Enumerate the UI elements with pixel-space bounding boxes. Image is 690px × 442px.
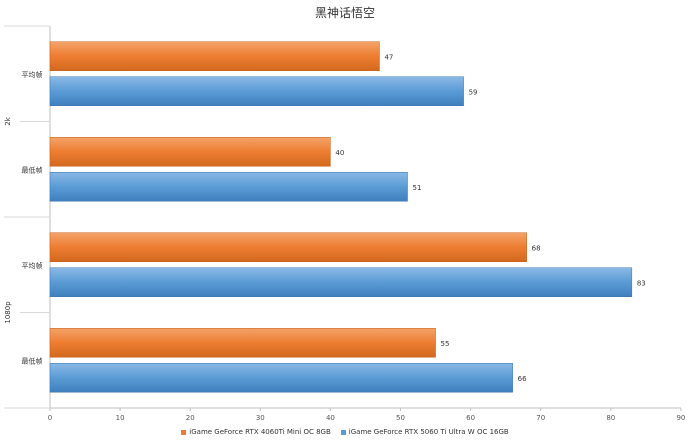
x-tick-label: 50: [396, 414, 405, 422]
x-tick-label: 70: [536, 414, 545, 422]
group-label: 2k: [4, 116, 12, 125]
chart-legend: iGame GeForce RTX 4060Ti Mini OC 8GB iGa…: [0, 426, 690, 438]
legend-label-series-2: iGame GeForce RTX 5060 Ti Ultra W OC 16G…: [348, 428, 509, 436]
x-tick-label: 20: [186, 414, 195, 422]
chart-title: 黑神话悟空: [315, 5, 375, 20]
category-label: 最低帧: [22, 356, 43, 365]
bar-series-2: [49, 76, 464, 106]
bar-series-2: [49, 267, 633, 297]
category-label: 平均帧: [22, 261, 43, 270]
legend-swatch-series-1: [181, 429, 187, 435]
x-tick-label: 0: [48, 414, 52, 422]
bar-series-1: [49, 137, 331, 167]
bar-series-1: [49, 328, 436, 358]
legend-item-series-2: iGame GeForce RTX 5060 Ti Ultra W OC 16G…: [340, 426, 509, 438]
legend-item-series-1: iGame GeForce RTX 4060Ti Mini OC 8GB: [181, 426, 331, 438]
x-tick-label: 80: [606, 414, 615, 422]
data-label: 51: [413, 184, 422, 192]
x-tick-label: 30: [256, 414, 265, 422]
bar-series-1: [49, 41, 380, 71]
legend-label-series-1: iGame GeForce RTX 4060Ti Mini OC 8GB: [189, 428, 331, 436]
data-label: 55: [441, 340, 450, 348]
data-label: 47: [384, 53, 393, 61]
legend-swatch-series-2: [340, 429, 346, 435]
x-tick-label: 40: [326, 414, 335, 422]
x-tick-label: 10: [116, 414, 125, 422]
data-label: 40: [335, 149, 344, 157]
bar-series-2: [49, 363, 513, 393]
data-label: 59: [469, 88, 478, 96]
data-label: 83: [637, 279, 646, 287]
x-tick-label: 90: [676, 414, 685, 422]
bar-series-2: [49, 172, 408, 202]
group-label: 1080p: [4, 301, 12, 324]
data-label: 68: [532, 244, 541, 252]
category-label: 最低帧: [22, 165, 43, 174]
bar-series-1: [49, 232, 527, 262]
x-tick-label: 60: [466, 414, 475, 422]
data-label: 66: [518, 375, 527, 383]
category-label: 平均帧: [22, 70, 43, 79]
